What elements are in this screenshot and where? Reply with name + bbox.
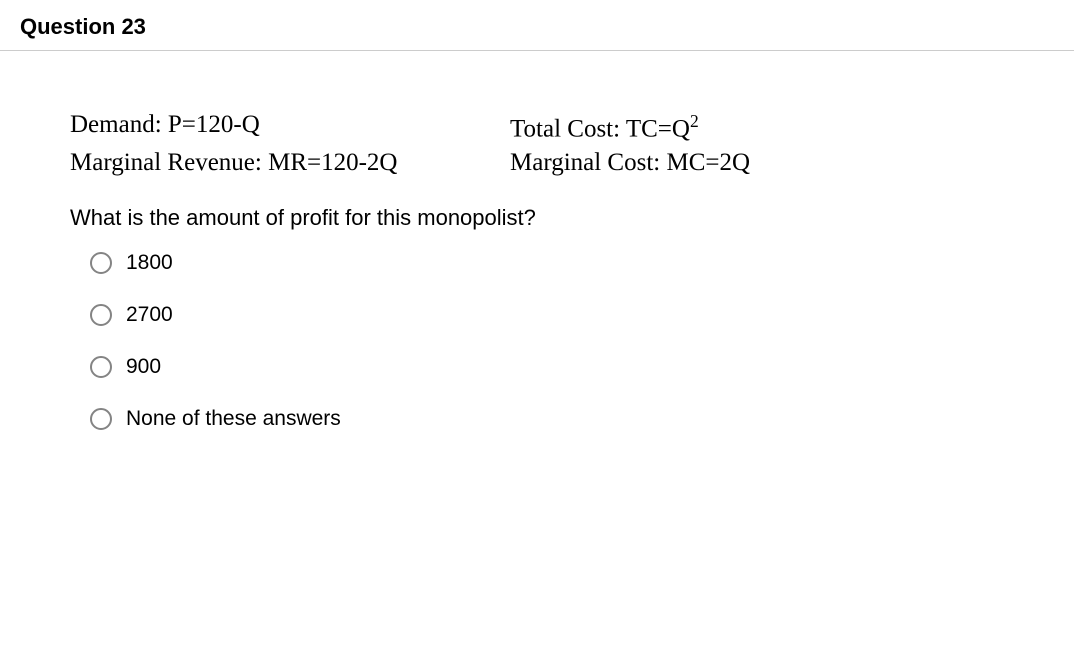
equations-row-2: Marginal Revenue: MR=120-2Q Marginal Cos… <box>70 149 1004 177</box>
question-title: Question 23 <box>20 14 146 39</box>
radio-icon[interactable] <box>90 252 112 274</box>
total-cost-equation: Total Cost: TC=Q2 <box>510 111 699 143</box>
radio-icon[interactable] <box>90 408 112 430</box>
option-label: None of these answers <box>126 407 341 431</box>
radio-icon[interactable] <box>90 304 112 326</box>
option-3[interactable]: 900 <box>90 355 1004 379</box>
question-prompt: What is the amount of profit for this mo… <box>70 205 1004 231</box>
option-1[interactable]: 1800 <box>90 251 1004 275</box>
marginal-cost-equation: Marginal Cost: MC=2Q <box>510 149 750 177</box>
answer-options: 1800 2700 900 None of these answers <box>70 251 1004 431</box>
demand-equation: Demand: P=120-Q <box>70 111 510 143</box>
option-label: 1800 <box>126 251 173 275</box>
question-body: Demand: P=120-Q Total Cost: TC=Q2 Margin… <box>0 51 1074 479</box>
option-label: 900 <box>126 355 161 379</box>
question-header: Question 23 <box>0 0 1074 51</box>
marginal-revenue-equation: Marginal Revenue: MR=120-2Q <box>70 149 510 177</box>
total-cost-exponent: 2 <box>690 111 699 131</box>
option-2[interactable]: 2700 <box>90 303 1004 327</box>
radio-icon[interactable] <box>90 356 112 378</box>
equations-row-1: Demand: P=120-Q Total Cost: TC=Q2 <box>70 111 1004 143</box>
option-label: 2700 <box>126 303 173 327</box>
option-4[interactable]: None of these answers <box>90 407 1004 431</box>
total-cost-prefix: Total Cost: TC=Q <box>510 115 690 142</box>
